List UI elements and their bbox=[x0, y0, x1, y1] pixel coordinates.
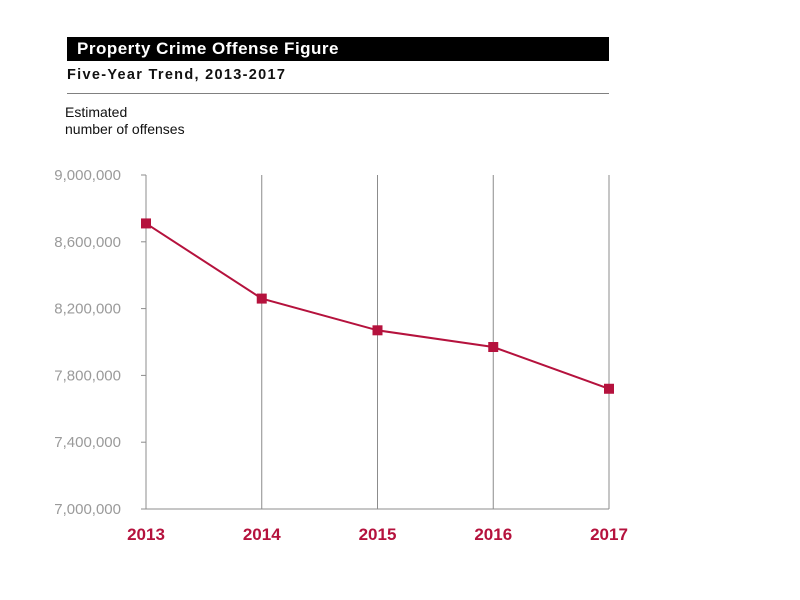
chart-title: Property Crime Offense Figure bbox=[77, 39, 340, 58]
data-point-2014 bbox=[256, 293, 267, 304]
y-tick-label: 8,600,000 bbox=[54, 234, 121, 251]
y-tick-label: 7,400,000 bbox=[54, 434, 121, 451]
data-point-2017 bbox=[604, 383, 614, 394]
data-point-2015 bbox=[372, 325, 383, 336]
data-point-2013 bbox=[141, 218, 151, 229]
chart-subtitle: Five-Year Trend, 2013-2017 bbox=[67, 67, 287, 83]
header-divider bbox=[67, 93, 609, 94]
title-bar: Property Crime Offense Figure bbox=[67, 37, 609, 61]
x-tick-label: 2014 bbox=[243, 525, 281, 544]
data-point-2016 bbox=[488, 342, 499, 353]
y-axis-label-line-2: number of offenses bbox=[65, 121, 185, 137]
y-axis-label-line-1: Estimated bbox=[65, 104, 128, 120]
y-tick-label: 7,000,000 bbox=[54, 501, 121, 518]
y-tick-label: 7,800,000 bbox=[54, 367, 121, 384]
y-tick-label: 8,200,000 bbox=[54, 301, 121, 318]
x-tick-label: 2016 bbox=[474, 525, 512, 544]
y-axis-label: Estimated number of offenses bbox=[65, 104, 185, 138]
x-tick-label: 2013 bbox=[127, 525, 165, 544]
x-tick-label: 2017 bbox=[590, 525, 628, 544]
x-tick-label: 2015 bbox=[359, 525, 397, 544]
y-tick-label: 9,000,000 bbox=[54, 167, 121, 184]
